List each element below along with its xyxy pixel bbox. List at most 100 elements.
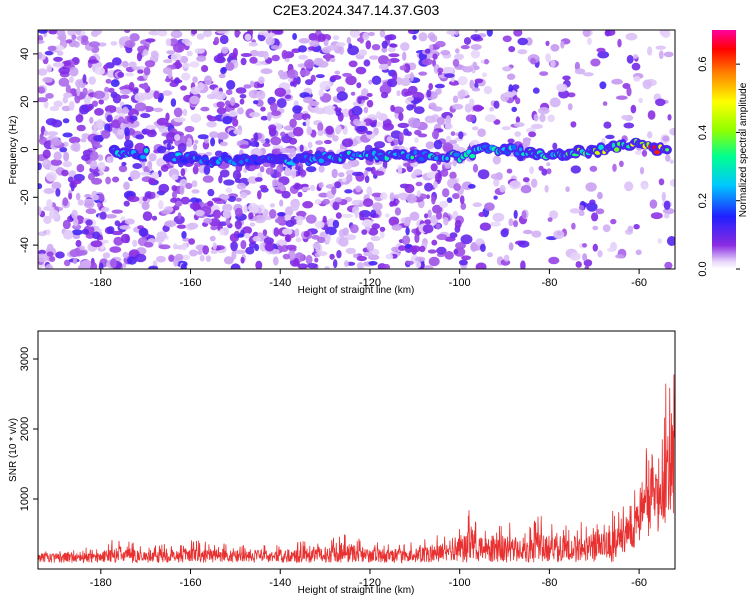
spectrogram-cell [191, 189, 200, 194]
spectrogram-cell [574, 68, 586, 75]
spectrogram-cell [249, 242, 257, 249]
spectrogram-cell [448, 80, 460, 86]
spectrogram-cell [474, 30, 479, 33]
signal-cell [519, 147, 523, 152]
spectrogram-cell [108, 87, 115, 93]
spectrogram-cell [515, 97, 521, 105]
spectrogram-cell [279, 74, 289, 80]
spectrogram-cell [306, 166, 317, 173]
spectrogram-cell [234, 219, 242, 230]
spectrogram-cell [335, 125, 342, 134]
spectrogram-cell [61, 105, 72, 112]
spectrogram-cell [370, 235, 381, 242]
spectrogram-cell [116, 106, 123, 113]
spectrogram-cell [91, 177, 103, 185]
spectrogram-cell [472, 202, 483, 207]
spectrogram-cell [301, 113, 311, 121]
spectrogram-cell [260, 139, 266, 144]
spectrogram-cell [207, 200, 214, 207]
spectrogram-cell [52, 62, 65, 68]
spectrogram-cell [214, 91, 227, 101]
spectrogram-cell [94, 66, 106, 76]
spectrogram-cell [294, 228, 300, 237]
spectrogram-cell [253, 100, 259, 105]
spectrogram-cell [112, 93, 122, 104]
spectrogram-cell [181, 38, 190, 44]
x-tick-label: -140 [269, 577, 291, 589]
spectrogram-cell [180, 85, 187, 91]
spectrogram-cell [281, 49, 288, 60]
spectrogram-cell [219, 141, 228, 147]
spectrogram-cell [297, 263, 308, 269]
spectrogram-cell [669, 179, 675, 187]
spectrogram-cell [49, 105, 60, 112]
spectrogram-cell [234, 178, 241, 183]
spectrogram-cell [381, 84, 392, 95]
snr-plot-area [38, 331, 675, 569]
spectrogram-cell [302, 201, 314, 209]
spectrogram-cell [626, 54, 634, 64]
spectrogram-cell [192, 165, 199, 175]
spectrogram-cell [460, 45, 470, 50]
colorbar-tick-label: 0.0 [697, 261, 709, 276]
spectrogram-cell [361, 229, 368, 235]
spectrogram-cell [379, 30, 386, 38]
spectrogram-cell [38, 30, 48, 34]
spectrogram-cell [480, 243, 486, 252]
spectrogram-cell [390, 43, 398, 48]
spectrogram-cell [148, 153, 157, 162]
spectrogram-cell [336, 91, 348, 101]
spectrogram-cell [280, 131, 286, 137]
spectrogram-cell [479, 222, 491, 231]
spectrogram-cell [96, 202, 101, 208]
spectrogram-cell [216, 107, 227, 115]
spectrogram-cell [578, 204, 585, 211]
spectrogram-cell [129, 170, 141, 180]
spectrogram-cell [157, 30, 168, 37]
spectrogram-cell [569, 208, 581, 214]
spectrogram-cell [399, 132, 404, 142]
spectrogram-cell [442, 188, 450, 198]
spectrogram-cell [477, 169, 490, 180]
spectrogram-cell [590, 58, 601, 67]
spectrogram-cell [264, 242, 275, 252]
spectrogram-cell [334, 197, 342, 203]
spectrogram-cell [292, 105, 302, 114]
spectrogram-cell [635, 249, 642, 256]
spectrogram-cell [93, 90, 106, 100]
spectrogram-cell [153, 107, 163, 113]
spectrogram-cell [173, 258, 179, 267]
spectrogram-cell [79, 260, 92, 269]
spectrogram-cell [592, 243, 598, 252]
spectrogram-cell [597, 191, 603, 200]
signal-cell [410, 155, 415, 160]
spectrogram-cell [75, 192, 81, 201]
spectrogram-cell [567, 103, 573, 111]
spectrogram-cell [75, 30, 82, 36]
spectrogram-cell [453, 249, 459, 255]
spectrogram-cell [431, 195, 436, 205]
spectrogram-cell [400, 42, 410, 51]
spectrogram-cell [276, 98, 287, 109]
spectrogram-cell [267, 111, 272, 122]
spectrogram-cell [390, 141, 395, 147]
spectrogram-cell [503, 254, 510, 262]
spectrogram-cell [324, 139, 332, 145]
spectrogram-cell [277, 212, 286, 217]
spectrogram-cell [351, 199, 360, 206]
spectrogram-cell [270, 102, 278, 112]
spectrogram-cell [170, 30, 183, 39]
spectrogram-cell [45, 93, 54, 99]
y-tick-label: -20 [19, 189, 31, 205]
spectrogram-cell [323, 38, 329, 47]
spectrogram-cell [225, 89, 233, 96]
spectrogram-cell [260, 68, 273, 75]
spectrogram-cell [118, 116, 125, 124]
spectrogram-cell [56, 50, 64, 56]
spectrogram-cell [204, 75, 213, 86]
spectrogram-cell [424, 48, 431, 54]
spectrogram-cell [500, 228, 509, 238]
spectrogram-cell [325, 52, 331, 62]
spectrogram-cell [371, 223, 381, 230]
